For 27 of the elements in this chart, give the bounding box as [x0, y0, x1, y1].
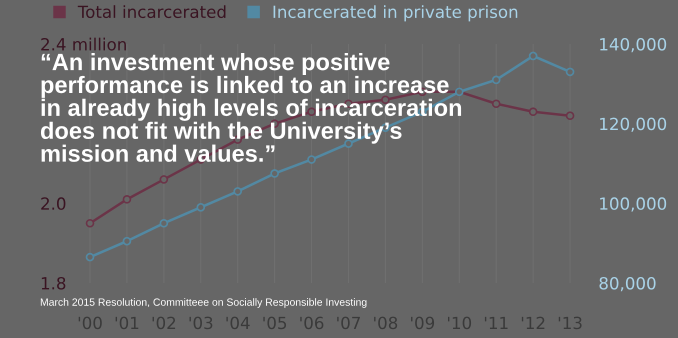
point	[233, 187, 242, 196]
point	[160, 175, 168, 184]
text: March 2015 Resolution, Committeee on Socially Responsible Investing	[40, 298, 366, 308]
point	[160, 218, 168, 228]
y2-tick-label: 80,000	[599, 276, 656, 292]
point	[307, 155, 316, 164]
y-tick-label: 2.4 million	[41, 38, 126, 51]
y-tick-label: 2.0	[41, 197, 66, 210]
y2-tick-label: 100,000	[600, 197, 666, 212]
point	[196, 203, 206, 212]
point	[566, 111, 574, 120]
point	[492, 99, 501, 108]
y2-tick-label: 140,000	[600, 38, 666, 52]
legend-label: Total incarcerated	[78, 5, 226, 18]
point	[122, 236, 132, 246]
point	[122, 195, 132, 204]
point	[528, 107, 538, 116]
point	[528, 52, 538, 60]
point	[270, 169, 279, 178]
legend-label: Incarcerated in private prison	[274, 5, 518, 22]
annotation: “An investment whose positive performance is linked to an increase in already high levels of incarceration does not fit with the University’s mission and values.”	[40, 53, 462, 162]
point	[566, 68, 574, 76]
point	[86, 218, 94, 228]
point	[86, 252, 94, 262]
y2-tick-label: 120,000	[600, 118, 666, 132]
point	[492, 76, 501, 84]
y-tick-label: 1.8	[42, 276, 66, 290]
